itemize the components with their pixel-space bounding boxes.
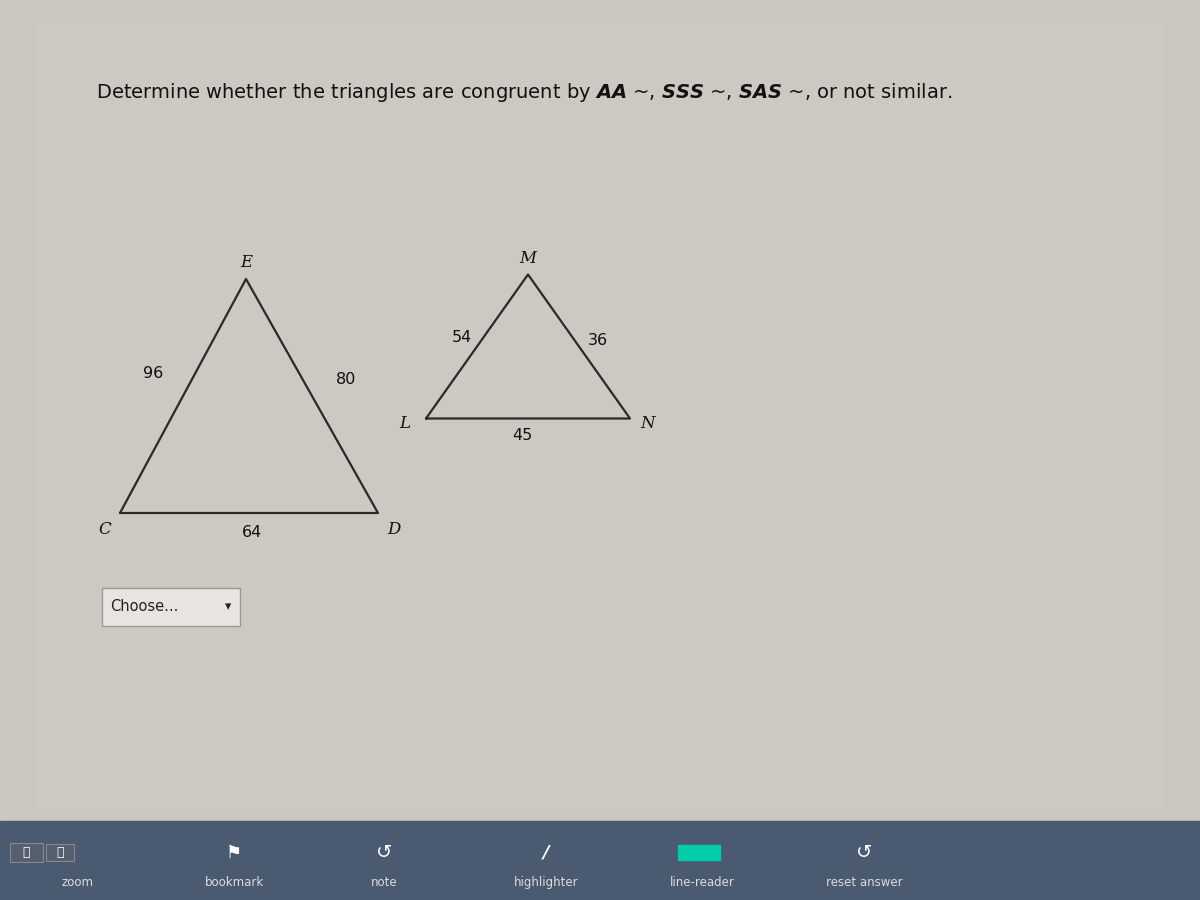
- Text: 96: 96: [144, 366, 163, 381]
- Text: Choose...: Choose...: [110, 599, 179, 614]
- Text: highlighter: highlighter: [514, 876, 578, 889]
- Text: 64: 64: [242, 526, 262, 540]
- Text: L: L: [398, 415, 410, 431]
- Text: D: D: [386, 521, 401, 537]
- Text: 54: 54: [452, 330, 472, 345]
- Text: M: M: [520, 250, 536, 266]
- Text: ↺: ↺: [856, 843, 872, 862]
- FancyBboxPatch shape: [46, 844, 74, 860]
- Text: E: E: [240, 255, 252, 271]
- Text: 80: 80: [336, 373, 355, 387]
- Text: /: /: [542, 843, 550, 861]
- Bar: [678, 845, 720, 859]
- Text: ↺: ↺: [376, 843, 392, 862]
- Text: ▾: ▾: [224, 600, 232, 613]
- Text: reset answer: reset answer: [826, 876, 902, 889]
- Bar: [0, 821, 1200, 900]
- Bar: [36, 18, 1164, 810]
- Text: Determine whether the triangles are congruent by $\boldsymbol{AA}$ ~, $\boldsymb: Determine whether the triangles are cong…: [96, 81, 953, 104]
- Text: 🔍: 🔍: [56, 846, 64, 859]
- Text: note: note: [371, 876, 397, 889]
- Text: 45: 45: [512, 428, 532, 443]
- Text: zoom: zoom: [62, 876, 94, 889]
- FancyBboxPatch shape: [102, 588, 240, 626]
- Text: bookmark: bookmark: [204, 876, 264, 889]
- Text: 36: 36: [588, 333, 607, 347]
- Text: ⚑: ⚑: [226, 843, 242, 861]
- Text: N: N: [641, 415, 655, 431]
- FancyBboxPatch shape: [10, 843, 43, 862]
- Text: C: C: [98, 521, 110, 537]
- Text: 🔍: 🔍: [23, 846, 30, 859]
- Text: line-reader: line-reader: [670, 876, 734, 889]
